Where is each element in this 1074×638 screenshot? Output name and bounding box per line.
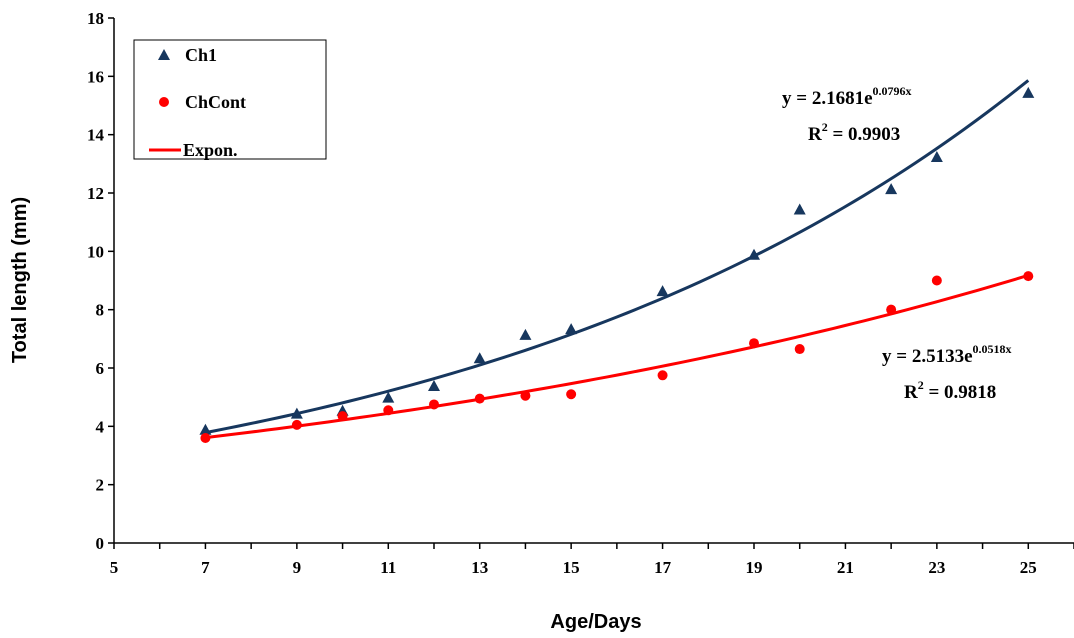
y-tick-label: 16 bbox=[87, 67, 104, 86]
point-ch1 bbox=[565, 323, 578, 335]
point-chcont bbox=[474, 393, 485, 404]
point-ch1 bbox=[290, 407, 303, 419]
point-chcont bbox=[657, 370, 668, 381]
x-tick-labels: 5 7 9 11 13 15 17 19 21 23 25 bbox=[110, 558, 1037, 577]
x-tick-label: 17 bbox=[654, 558, 672, 577]
x-tick-label: 7 bbox=[201, 558, 210, 577]
trend-r2-ch1: R2 = 0.9903 bbox=[808, 120, 900, 145]
y-tick-label: 0 bbox=[96, 534, 105, 553]
x-tick-label: 23 bbox=[928, 558, 945, 577]
legend-chcont-label: ChCont bbox=[185, 92, 246, 112]
legend-expon-label: Expon. bbox=[183, 140, 238, 160]
trend-line-ch1 bbox=[205, 79, 1030, 435]
y-tick-label: 8 bbox=[96, 301, 105, 320]
point-chcont bbox=[520, 390, 531, 401]
point-ch1 bbox=[930, 151, 943, 162]
point-ch1 bbox=[473, 352, 486, 364]
x-axis-title: Age/Days bbox=[550, 611, 641, 633]
point-ch1 bbox=[656, 285, 669, 297]
y-tick-label: 10 bbox=[87, 242, 104, 261]
point-ch1 bbox=[382, 391, 395, 403]
point-chcont bbox=[1023, 271, 1034, 282]
axes bbox=[108, 17, 1074, 549]
point-chcont bbox=[794, 344, 805, 355]
trend-equation-chcont: y = 2.5133e0.0518x bbox=[882, 342, 1012, 367]
x-tick-label: 25 bbox=[1020, 558, 1037, 577]
legend-ch1-marker bbox=[158, 49, 170, 60]
x-tick-label: 21 bbox=[837, 558, 854, 577]
x-tick-label: 13 bbox=[471, 558, 488, 577]
y-tick-labels: 0 2 4 6 8 10 12 14 16 18 bbox=[87, 9, 105, 553]
point-chcont bbox=[200, 433, 211, 443]
x-tick-label: 19 bbox=[746, 558, 763, 577]
legend: Ch1 ChCont Expon. bbox=[133, 39, 327, 160]
point-ch1 bbox=[748, 248, 760, 260]
point-ch1 bbox=[885, 183, 898, 195]
trend-equations: y = 2.1681e0.0796x R2 = 0.9903 y = 2.5133e… bbox=[782, 84, 1012, 403]
point-chcont bbox=[749, 338, 759, 349]
point-ch1 bbox=[519, 328, 532, 340]
trend-r2-chcont: R2 = 0.9818 bbox=[904, 378, 996, 403]
point-chcont bbox=[291, 419, 302, 430]
point-chcont bbox=[337, 411, 348, 422]
point-chcont bbox=[566, 389, 577, 400]
point-ch1 bbox=[793, 203, 806, 215]
point-chcont bbox=[429, 399, 439, 410]
x-tick-label: 5 bbox=[110, 558, 119, 577]
point-chcont bbox=[886, 304, 897, 315]
legend-chcont-marker bbox=[159, 97, 169, 107]
x-tick-label: 15 bbox=[563, 558, 580, 577]
point-chcont bbox=[383, 405, 394, 416]
point-ch1 bbox=[199, 423, 212, 435]
y-axis-title: Total length (mm) bbox=[9, 197, 31, 363]
data-points bbox=[199, 86, 1035, 443]
point-ch1 bbox=[1022, 86, 1035, 98]
y-tick-label: 4 bbox=[96, 417, 105, 436]
x-tick-label: 11 bbox=[380, 558, 396, 577]
y-tick-label: 12 bbox=[87, 184, 104, 203]
y-tick-label: 18 bbox=[87, 9, 104, 28]
point-ch1 bbox=[428, 379, 440, 391]
legend-ch1-label: Ch1 bbox=[185, 45, 217, 65]
y-tick-label: 14 bbox=[87, 126, 105, 145]
trend-equation-ch1: y = 2.1681e0.0796x bbox=[782, 84, 912, 109]
y-tick-label: 2 bbox=[96, 476, 105, 495]
point-chcont bbox=[931, 275, 942, 286]
x-tick-label: 9 bbox=[293, 558, 302, 577]
y-tick-label: 6 bbox=[96, 359, 105, 378]
